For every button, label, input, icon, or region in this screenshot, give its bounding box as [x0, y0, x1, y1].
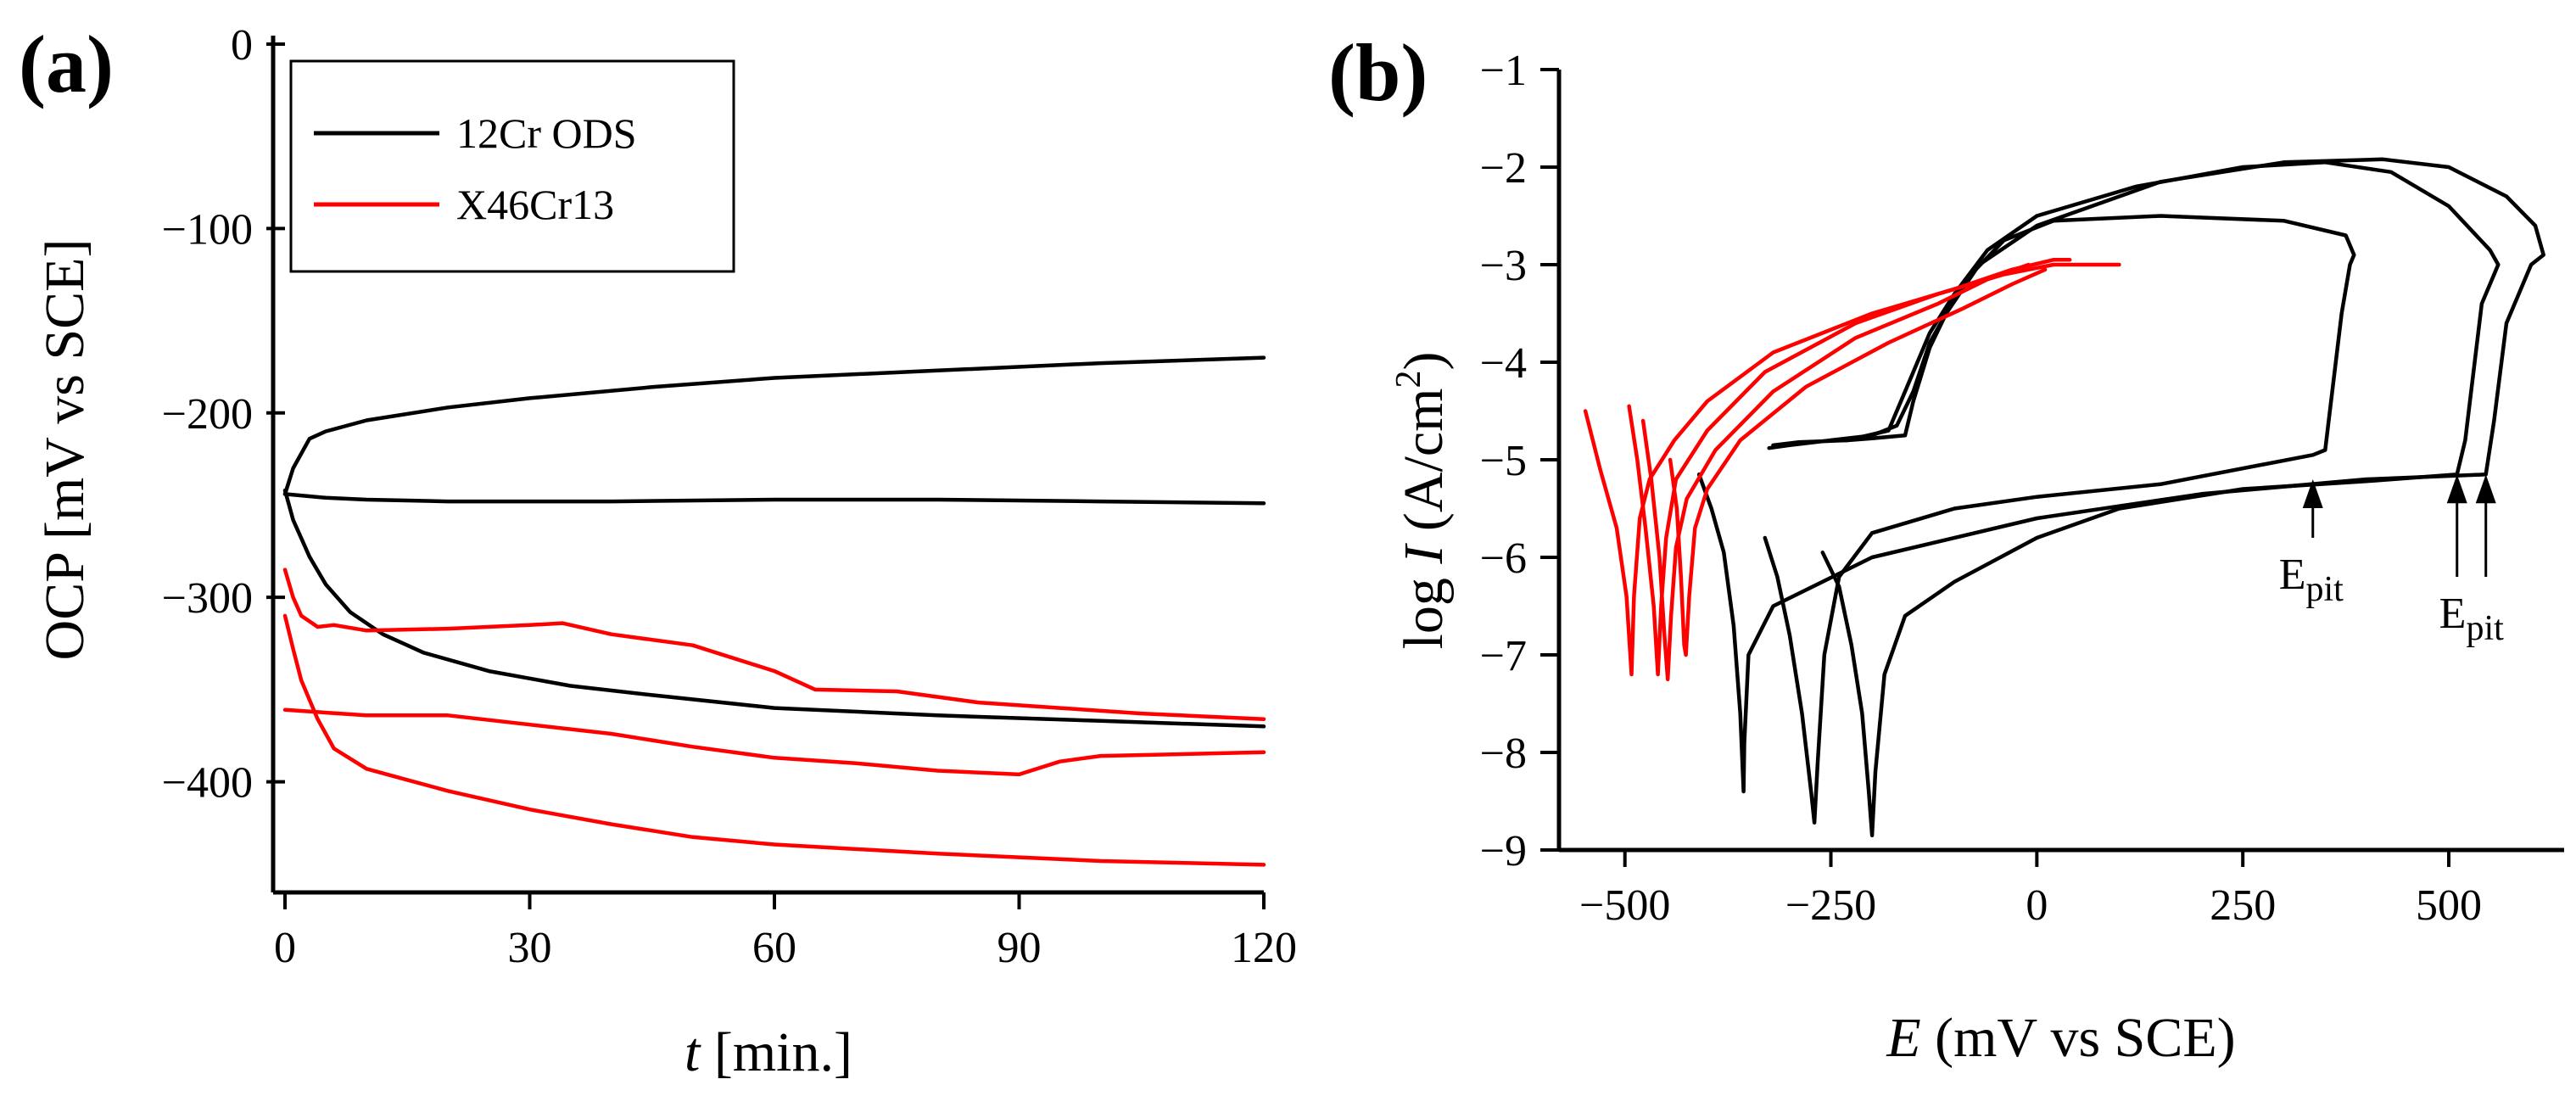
- legend-box: [289, 59, 735, 273]
- panel-a-x-ticks: 0 30 60 90 120: [274, 892, 1297, 972]
- series-line-x46cr13: [282, 613, 1266, 867]
- panel-b-ylabel-italic: I: [1393, 543, 1455, 565]
- panel-b-ylabel-prefix: log: [1393, 564, 1455, 650]
- panel-b-x-ticks: −500 −250 0 250 500: [1579, 850, 2482, 930]
- epit-label: Epit: [2279, 551, 2344, 609]
- panel-b-x-axis-title: E (mV vs SCE): [1886, 1007, 2235, 1069]
- panel-b-xlabel-rest: (mV vs SCE): [1921, 1007, 2236, 1069]
- legend-label-x46cr13: X46Cr13: [456, 181, 614, 228]
- panel-b-annotations: Epit Epit: [2279, 474, 2504, 648]
- x-tick-label: 500: [2416, 881, 2482, 930]
- y-tick-label: −5: [1480, 437, 1527, 485]
- x-tick-label: 250: [2210, 881, 2276, 930]
- epit-arrow-head: [2446, 474, 2467, 504]
- panel-a-legend: 12Cr ODS X46Cr13: [289, 59, 735, 273]
- y-tick-label: −200: [162, 390, 253, 439]
- y-tick-label: −8: [1480, 730, 1527, 778]
- epit-arrow-head: [2475, 474, 2496, 504]
- x-tick-label: 0: [274, 924, 296, 972]
- series-line-12cr-ods: [282, 355, 1266, 496]
- legend-label-12cr-ods: 12Cr ODS: [456, 109, 637, 157]
- series-line-12cr-ods: [1696, 157, 2545, 794]
- series-line-12cr-ods: [1763, 214, 2356, 825]
- y-tick-label: −7: [1480, 632, 1527, 680]
- x-tick-label: 0: [2026, 881, 2048, 930]
- panel-a-y-axis-title: OCP [mV vs SCE]: [34, 239, 96, 661]
- panel-b-ylabel-units: (A/cm: [1393, 389, 1455, 545]
- y-tick-label: −9: [1480, 827, 1527, 875]
- panel-b-polarization-chart: (b) −500 −250 0 250 500 −1 −2 −3 −4 −5 −6 −7 −8 −9 E…: [1328, 27, 2564, 1069]
- panel-b-y-ticks: −1 −2 −3 −4 −5 −6 −7 −8 −9: [1480, 47, 1559, 875]
- panel-a-label: (a): [19, 19, 114, 109]
- epit-arrow-head: [2302, 479, 2323, 508]
- series-line-x46cr13: [282, 568, 1266, 721]
- series-line-x46cr13: [1668, 267, 2048, 657]
- x-tick-label: 60: [752, 924, 796, 972]
- panel-a-x-axis-title: t [min.]: [685, 1021, 852, 1083]
- panel-b-y-axis-title: log I (A/cm2): [1389, 352, 1455, 650]
- x-tick-label: 120: [1231, 924, 1297, 972]
- y-tick-label: −2: [1480, 144, 1527, 193]
- panel-b-ylabel-close: ): [1393, 352, 1455, 371]
- series-line-12cr-ods: [1771, 160, 2501, 838]
- panel-a-y-ticks: 0 −100 −200 −300 −400: [162, 21, 285, 808]
- panel-b-xlabel-italic: E: [1886, 1007, 1920, 1069]
- series-line-x46cr13: [1627, 262, 2121, 677]
- panel-b-ylabel-sup: 2: [1389, 371, 1428, 389]
- series-line-x46cr13: [1640, 262, 2031, 682]
- panel-a-xlabel-rest: [min.]: [700, 1021, 852, 1083]
- panel-a-xlabel-italic: t: [685, 1021, 701, 1083]
- series-line-x46cr13: [1583, 258, 2072, 677]
- series-line-12cr-ods: [282, 488, 1266, 729]
- x-tick-label: −250: [1785, 881, 1876, 930]
- y-tick-label: 0: [231, 21, 253, 70]
- panel-a-plot-area: [282, 355, 1266, 867]
- y-tick-label: −6: [1480, 534, 1527, 583]
- y-tick-label: −1: [1480, 47, 1527, 95]
- x-tick-label: −500: [1579, 881, 1670, 930]
- panel-b-label: (b): [1328, 27, 1428, 118]
- y-tick-label: −300: [162, 574, 253, 623]
- panel-a-ocp-chart: (a) 0 30 60 90 120 0 −100 −200 −300 −400 t [min.…: [19, 19, 1297, 1083]
- series-line-x46cr13: [282, 707, 1266, 777]
- y-tick-label: −3: [1480, 242, 1527, 290]
- epit-label: Epit: [2439, 590, 2504, 648]
- series-line-12cr-ods: [282, 492, 1266, 506]
- x-tick-label: 30: [508, 924, 552, 972]
- y-tick-label: −4: [1480, 339, 1527, 388]
- panel-b-plot-area: [1583, 157, 2545, 838]
- y-tick-label: −100: [162, 205, 253, 254]
- y-tick-label: −400: [162, 759, 253, 808]
- x-tick-label: 90: [997, 924, 1042, 972]
